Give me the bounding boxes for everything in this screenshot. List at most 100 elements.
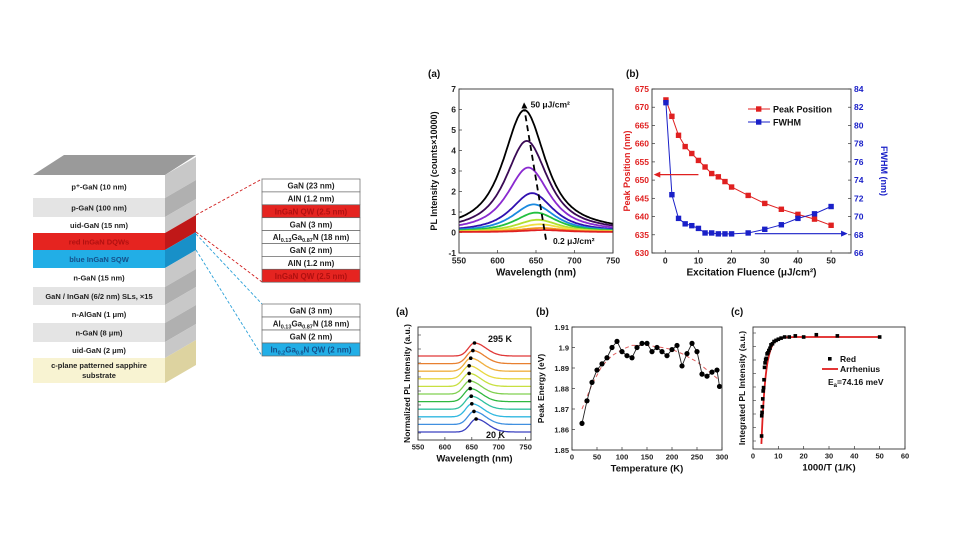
data-point <box>761 389 765 393</box>
y-tick-label: 675 <box>635 84 649 94</box>
data-point <box>766 350 770 355</box>
normalized-spectrum-line <box>418 395 531 410</box>
label-part: N (18 nm) <box>313 233 350 242</box>
label-part: Ga <box>285 346 296 355</box>
x-tick-label: 40 <box>850 452 858 461</box>
y-tick-label: 1.91 <box>554 323 569 332</box>
stack-row-label: GaN (2 nm) <box>290 333 333 342</box>
normalized-spectrum-line <box>418 349 531 365</box>
legend-marker <box>828 357 832 361</box>
pl-spectrum-line <box>458 139 614 227</box>
layer-front <box>33 175 165 198</box>
plot-frame <box>417 326 532 441</box>
peak-marker <box>474 417 478 421</box>
x-tick-label: 600 <box>490 256 504 266</box>
data-point <box>764 356 769 361</box>
data-point <box>599 361 605 367</box>
layer-label: n-AlGaN (1 μm) <box>72 310 127 319</box>
data-marker <box>702 164 708 170</box>
data-point <box>814 332 819 337</box>
pl-spectrum-line <box>459 229 613 233</box>
data-point <box>619 349 625 355</box>
layer-front <box>33 198 165 217</box>
data-marker <box>828 203 834 210</box>
data-point <box>782 335 787 339</box>
x-tick-label: 50 <box>826 256 836 266</box>
x-tick-label: 10 <box>774 452 782 461</box>
data-marker <box>795 211 801 218</box>
normalized-spectrum-line <box>418 342 531 357</box>
layer-label: uid-GaN (15 nm) <box>70 221 128 230</box>
peak-marker <box>470 402 474 406</box>
legend-label: Peak Position <box>773 105 832 115</box>
data-marker <box>728 184 735 190</box>
x-tick-label: 0 <box>663 256 668 266</box>
data-point <box>759 413 764 418</box>
data-marker <box>689 150 695 157</box>
legend-label-red: Red <box>840 354 856 364</box>
y-right-tick-label: 66 <box>854 248 864 258</box>
subscript: a <box>834 383 838 389</box>
data-marker <box>709 230 715 236</box>
data-marker <box>778 222 785 228</box>
stack-row-label: GaN (3 nm) <box>290 220 333 229</box>
label-part: Al <box>273 320 281 329</box>
data-point <box>779 336 783 340</box>
x-tick-label: 550 <box>412 443 425 452</box>
data-point <box>589 379 595 385</box>
label-part: GaN (3 nm) <box>290 307 333 316</box>
y-right-tick-label: 76 <box>854 157 864 167</box>
x-tick-label: 150 <box>641 453 654 462</box>
layer-side <box>165 305 196 342</box>
layer-label: n-GaN (8 μm) <box>75 329 123 338</box>
layer-6: GaN / InGaN (6/2 nm) SLs, ×15 <box>33 269 196 305</box>
layer-front <box>33 305 165 323</box>
data-point <box>704 373 710 379</box>
x-tick-label: 0 <box>751 452 755 461</box>
blue-connector-bottom <box>195 249 263 357</box>
data-marker <box>695 157 702 164</box>
x-tick-label: 0 <box>570 453 574 462</box>
red-connector-bottom <box>195 231 263 283</box>
data-point <box>609 344 615 351</box>
y-tick-label: 635 <box>635 230 649 240</box>
data-point <box>644 340 650 346</box>
stack-row-label: GaN (3 nm) <box>290 307 333 316</box>
data-point <box>774 338 778 343</box>
label-part: Ga <box>291 233 302 242</box>
peak-marker <box>471 348 475 353</box>
red-connector-top <box>195 178 263 216</box>
data-marker <box>669 113 675 120</box>
y-right-tick-label: 68 <box>854 230 864 240</box>
red-dqw-stack: GaN (23 nm) AlN (1.2 nm) InGaN QW (2.5 nm)… <box>261 178 361 283</box>
data-marker <box>702 230 708 236</box>
peak-marker <box>467 379 472 383</box>
label-part: Al <box>273 233 281 242</box>
x-tick-label: 600 <box>439 443 452 452</box>
subscript: 0.8 <box>296 351 304 357</box>
data-point <box>716 383 723 390</box>
layer-structure-diagram: p⁺-GaN (10 nm) p-GaN (100 nm) uid-GaN (15 … <box>33 155 361 383</box>
data-point <box>787 335 792 339</box>
chart-3: (b) 0 50 100 150 200 250 300 1.85 1.86 1.87 1.88 1.8… <box>536 307 728 475</box>
layer-side <box>165 324 196 358</box>
layer-2: uid-GaN (15 nm) <box>33 199 196 233</box>
stack-row <box>261 268 361 283</box>
chart-0: (a) 550 600 650 700 750 -1 0 1 2 3 4 5 6 7 Wavelength (… <box>428 69 620 279</box>
subscript: 0.2 <box>278 351 286 357</box>
normalized-spectrum-line <box>418 357 531 372</box>
peak-marker <box>472 409 476 414</box>
data-marker <box>663 99 669 106</box>
plot-frame <box>651 88 852 254</box>
y-right-axis-label: FWHM (nm) <box>879 146 889 196</box>
data-point <box>659 349 665 355</box>
layer-front <box>33 217 165 233</box>
layer-4: blue InGaN SQW <box>33 232 196 268</box>
subscript: 0.87 <box>302 238 313 244</box>
panel-label: (b) <box>626 69 639 80</box>
y-tick-label: 2 <box>451 187 456 197</box>
data-point <box>584 398 590 404</box>
stack-row-label: Al0.13Ga0.87N (18 nm) <box>273 233 350 244</box>
y-axis-label: Integrated PL Intensity (a.u.) <box>737 331 747 445</box>
